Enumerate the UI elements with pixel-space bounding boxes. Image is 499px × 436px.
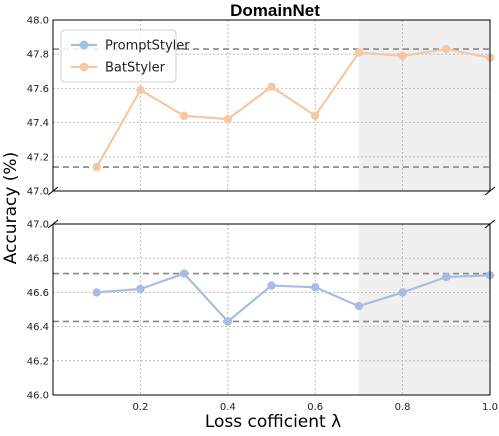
- y-tick-label: 47.2: [27, 152, 49, 163]
- legend-label: BatStyler: [105, 61, 166, 76]
- axes-frame: [52, 19, 491, 192]
- x-tick-label: 0.6: [307, 402, 323, 413]
- legend-marker: [79, 40, 89, 50]
- data-point: [354, 301, 364, 311]
- data-point: [92, 288, 101, 297]
- legend-marker: [79, 62, 89, 72]
- x-tick-label: 0.8: [395, 402, 411, 413]
- data-point: [136, 85, 145, 95]
- y-axis-label: Accuracy (%): [1, 152, 21, 264]
- y-tick-label: 47.6: [27, 84, 49, 95]
- y-tick-label: 46.4: [27, 322, 49, 333]
- data-point: [92, 162, 101, 172]
- data-point: [223, 317, 232, 326]
- data-point: [179, 269, 189, 278]
- data-point: [223, 114, 232, 124]
- legend-box: [60, 29, 177, 83]
- data-point: [442, 44, 451, 54]
- y-tick-label: 46.2: [27, 356, 49, 367]
- data-point: [398, 288, 407, 297]
- data-point: [136, 284, 145, 294]
- shaded-region: [358, 20, 490, 191]
- data-point: [267, 82, 276, 91]
- axis-break-mark: [47, 186, 59, 196]
- series-line: [96, 272, 491, 323]
- axis-break-mark: [484, 186, 496, 196]
- data-point: [179, 111, 189, 120]
- chart-title: DomainNet: [230, 1, 320, 20]
- data-point: [267, 281, 276, 290]
- y-tick-label: 47.0: [27, 187, 49, 198]
- bottom-panel: 0.2 0.4 0.6 0.8 1.0 46.0 46.2 46.4 46.6 46.8 47.0: [27, 220, 498, 414]
- y-tick-label: 47.8: [27, 50, 49, 61]
- y-tick-label: 46.6: [27, 288, 49, 299]
- axes-frame: [52, 223, 491, 396]
- plot-area: 47.0 47.2 47.4 47.6 47.8 48.0 0.2 0.4 0.6 0.8 1.0 4…: [27, 16, 498, 414]
- x-tick-label: 1.0: [482, 402, 498, 413]
- data-point: [354, 48, 364, 57]
- y-tick-label: 48.0: [27, 16, 49, 27]
- y-tick-label: 47.4: [27, 118, 49, 129]
- data-point: [311, 283, 320, 292]
- data-point: [311, 111, 320, 120]
- x-tick-label: 0.2: [132, 402, 148, 413]
- axis-break-mark: [484, 219, 496, 229]
- legend: PromptStyler BatStyler: [60, 29, 190, 83]
- shaded-region: [358, 224, 490, 395]
- legend-label: PromptStyler: [105, 39, 190, 54]
- data-point: [398, 51, 407, 61]
- y-tick-label: 46.8: [27, 254, 49, 265]
- data-point: [442, 272, 451, 282]
- x-tick-label: 0.4: [220, 402, 236, 413]
- axis-break-mark: [47, 219, 59, 229]
- series-line: [95, 47, 491, 168]
- x-axis-label: Loss cofficient λ: [205, 412, 341, 432]
- y-tick-label: 46.0: [27, 391, 49, 402]
- top-panel: 47.0 47.2 47.4 47.6 47.8 48.0: [27, 16, 496, 198]
- y-tick-label: 47.0: [27, 220, 49, 231]
